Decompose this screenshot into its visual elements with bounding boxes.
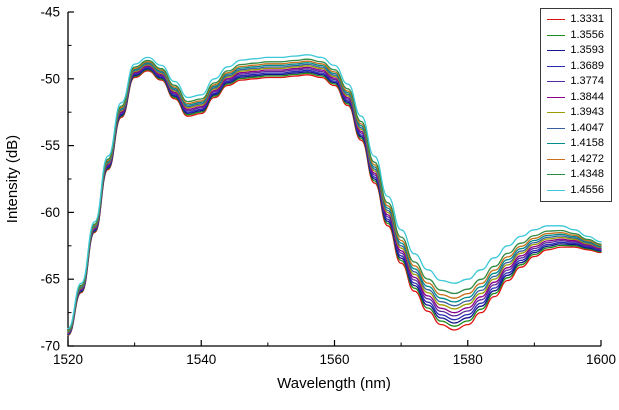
legend-label: 1.3556 [570, 28, 604, 41]
legend-label: 1.3943 [570, 106, 604, 118]
series-line-1.3593 [67, 68, 602, 335]
x-tick-label: 1520 [53, 352, 83, 367]
legend-label: 1.3689 [570, 59, 604, 72]
legend-label: 1.4158 [570, 137, 604, 149]
legend-line-swatch [547, 158, 566, 160]
legend-entry: 1.3943 [547, 106, 604, 119]
x-tick-label: 1540 [186, 352, 216, 367]
x-tick-label: 1600 [586, 352, 616, 367]
legend-label: 1.3331 [570, 13, 604, 25]
x-tick-label: 1580 [453, 352, 483, 367]
legend-label: 1.3774 [570, 75, 604, 87]
legend-label: 1.4272 [570, 152, 604, 165]
legend-line-swatch [547, 50, 566, 51]
legend-label: 1.4047 [570, 121, 604, 134]
legend-label: 1.4348 [570, 168, 604, 180]
legend-entry: 1.3593 [547, 44, 604, 57]
series-line-1.3844 [67, 65, 602, 334]
legend-line-swatch [547, 174, 566, 175]
legend-line-swatch [547, 96, 566, 98]
legend-line-swatch [547, 112, 566, 113]
y-tick-label: -55 [40, 138, 60, 153]
series-line-1.4047 [67, 63, 602, 333]
series-line-1.4556 [67, 54, 602, 330]
y-tick-label: -45 [40, 5, 60, 20]
y-tick-label: -70 [40, 339, 60, 354]
x-axis-title: Wavelength (nm) [277, 375, 391, 392]
series-line-1.4272 [67, 60, 602, 332]
legend-entry: 1.3774 [547, 75, 604, 88]
legend-entry: 1.3689 [547, 60, 604, 73]
legend-entry: 1.3556 [547, 29, 604, 42]
legend: 1.3331 1.3556 1.3593 1.3689 1.3774 1.3844 1.39… [540, 8, 612, 202]
axes: 1520 1540 1560 1580 1600 -45 -50 -55 -60 -65 -70 [40, 5, 616, 368]
legend-entry: 1.4272 [547, 153, 604, 166]
series-line-1.3689 [67, 67, 602, 335]
legend-line-swatch [547, 143, 566, 144]
legend-label: 1.4556 [570, 183, 604, 196]
legend-line-swatch [547, 189, 566, 191]
series-line-1.3943 [67, 64, 602, 333]
legend-line-swatch [547, 19, 566, 20]
series-line-1.3774 [67, 66, 602, 334]
legend-entry: 1.4047 [547, 122, 604, 135]
legend-entry: 1.4158 [547, 137, 604, 150]
x-tick-label: 1560 [319, 352, 349, 367]
series-line-1.3556 [67, 69, 602, 336]
legend-entry: 1.4556 [547, 184, 604, 197]
series-line-1.4158 [67, 62, 602, 332]
series-lines [67, 54, 602, 336]
y-tick-label: -50 [40, 71, 60, 86]
legend-entry: 1.3331 [547, 13, 604, 26]
legend-entry: 1.4348 [547, 168, 604, 181]
series-line-1.3331 [67, 70, 602, 336]
legend-line-swatch [547, 81, 566, 82]
series-line-1.4348 [67, 58, 602, 331]
legend-entry: 1.3844 [547, 91, 604, 104]
legend-line-swatch [547, 65, 566, 67]
legend-label: 1.3593 [570, 44, 604, 56]
y-axis-title: Intensity (dB) [4, 135, 21, 223]
y-tick-label: -60 [40, 205, 60, 220]
y-tick-label: -65 [40, 272, 60, 287]
legend-label: 1.3844 [570, 90, 604, 103]
legend-line-swatch [547, 34, 566, 36]
legend-line-swatch [547, 127, 566, 129]
